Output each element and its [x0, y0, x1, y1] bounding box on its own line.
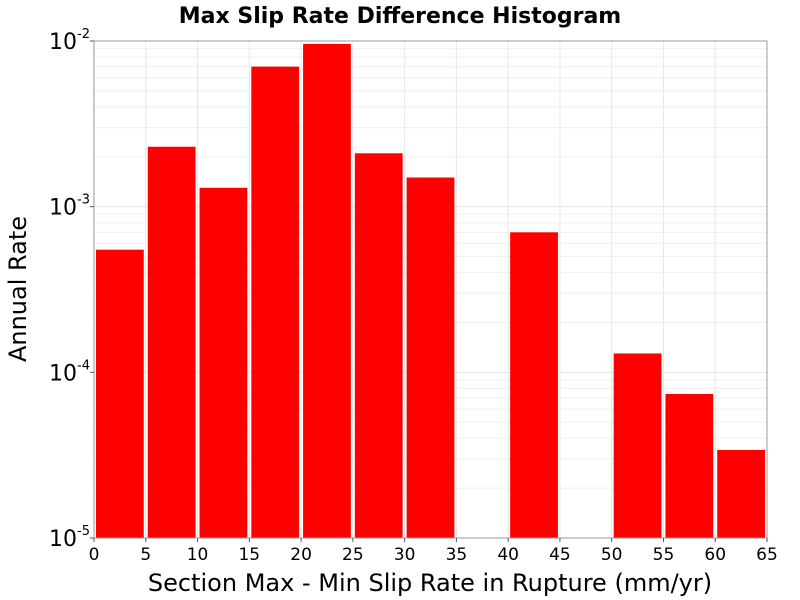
x-axis-label: Section Max - Min Slip Rate in Rupture (…: [148, 569, 712, 597]
x-tick-label: 40: [497, 545, 519, 565]
x-tick-label: 0: [89, 545, 100, 565]
y-axis-label: Annual Rate: [4, 216, 32, 362]
x-tick-label: 65: [756, 545, 778, 565]
y-tick-label: 10-3: [49, 193, 90, 221]
x-tick-label: 35: [446, 545, 468, 565]
y-tick-exponent: -4: [77, 358, 90, 373]
x-tick-label: 50: [601, 545, 623, 565]
y-tick-base: 10: [49, 30, 77, 55]
histogram-bar: [354, 153, 403, 538]
x-tick-label: 45: [549, 545, 571, 565]
y-tick-base: 10: [49, 196, 77, 221]
histogram-bar: [613, 353, 662, 538]
chart-title: Max Slip Rate Difference Histogram: [179, 4, 621, 29]
histogram-bar: [406, 177, 455, 539]
histogram-bar: [147, 146, 196, 538]
x-tick-label: 30: [394, 545, 416, 565]
histogram-bar: [665, 393, 714, 538]
y-tick-exponent: -2: [77, 27, 90, 42]
y-tick-exponent: -3: [77, 193, 90, 208]
y-tick-label: 10-5: [49, 524, 90, 552]
x-tick-label: 55: [653, 545, 675, 565]
y-tick-base: 10: [49, 361, 77, 386]
x-tick-label: 10: [187, 545, 209, 565]
y-tick-exponent: -5: [77, 524, 90, 539]
x-tick-label: 60: [704, 545, 726, 565]
histogram-bar: [251, 66, 300, 538]
x-tick-label: 20: [290, 545, 312, 565]
histogram-bar: [199, 187, 248, 539]
y-tick-label: 10-2: [49, 27, 90, 55]
y-tick-label: 10-4: [49, 358, 90, 386]
x-tick-label: 5: [140, 545, 151, 565]
x-tick-label: 25: [342, 545, 364, 565]
x-tick-label: 15: [238, 545, 260, 565]
plot-area: 0 5 10 15 20 25 30 35 40 45 50 55 60 6510-510-410-310…: [49, 27, 778, 565]
histogram-bar: [510, 232, 558, 539]
y-tick-base: 10: [49, 527, 77, 552]
histogram-bar: [717, 449, 765, 538]
histogram-bar: [96, 249, 144, 538]
histogram-bar: [303, 43, 351, 538]
plot-frame: [93, 40, 768, 539]
